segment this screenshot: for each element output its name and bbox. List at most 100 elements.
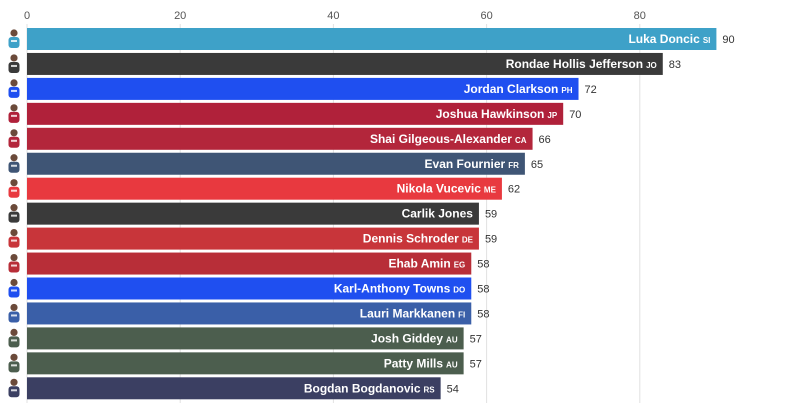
x-tick-label: 20	[174, 10, 186, 22]
bar-row: Bogdan Bogdanovic RS 54	[27, 377, 459, 400]
bar	[27, 177, 502, 200]
player-avatar-icon	[8, 204, 20, 223]
player-name: Ehab Amin	[388, 257, 450, 271]
player-name: Dennis Schroder	[363, 232, 459, 246]
player-name: Shai Gilgeous-Alexander	[370, 132, 512, 146]
bar-row: Luka Doncic SI 90	[27, 28, 735, 50]
bar-label: Rondae Hollis Jefferson JO	[506, 57, 657, 71]
player-avatar-icon	[8, 79, 20, 98]
x-tick-label: 0	[24, 10, 30, 22]
bar-value: 70	[569, 109, 581, 121]
bar-label: Dennis Schroder DE	[363, 232, 474, 246]
player-name: Patty Mills	[384, 356, 444, 370]
player-avatar-icon	[8, 129, 20, 148]
bar-value: 57	[470, 358, 482, 370]
player-avatar-icon	[8, 378, 20, 398]
bar-row: Karl-Anthony Towns DO 58	[27, 277, 490, 300]
bar-label: Karl-Anthony Towns DO	[334, 282, 465, 296]
bar	[27, 152, 525, 175]
bar	[27, 327, 464, 350]
bar	[27, 302, 472, 325]
bar-value: 58	[477, 308, 489, 320]
player-name: Karl-Anthony Towns	[334, 282, 451, 296]
bar-row: Jordan Clarkson PH 72	[27, 77, 597, 100]
player-avatar-icon	[8, 104, 20, 123]
bar-label: Luka Doncic SI	[628, 32, 710, 46]
bar	[27, 28, 717, 50]
player-avatar-icon	[8, 303, 20, 323]
bar-value: 90	[722, 34, 734, 46]
player-name: Luka Doncic	[628, 32, 700, 46]
country-code: CA	[515, 136, 527, 145]
bars: Luka Doncic SI 90 Rondae Hollis Jefferson JO…	[27, 28, 735, 400]
bar-label: Nikola Vucevic ME	[397, 182, 497, 196]
player-name: Lauri Markkanen	[360, 306, 455, 320]
bar-label: Bogdan Bogdanovic RS	[304, 381, 435, 395]
x-axis-ticks: 0 20 40 60 80	[24, 10, 646, 22]
bar-row: Rondae Hollis Jefferson JO 83	[27, 52, 681, 75]
country-code: PH	[561, 86, 572, 95]
country-code: AU	[446, 335, 458, 344]
bar-row: Joshua Hawkinson JP 70	[27, 102, 581, 125]
bar-row: Carlik Jones 59	[27, 202, 497, 225]
country-code: JP	[547, 111, 557, 120]
country-code: FR	[508, 161, 519, 170]
country-code: RS	[424, 385, 436, 394]
player-avatar-icon	[8, 29, 20, 48]
bar-value: 58	[477, 259, 489, 271]
country-code: AU	[446, 360, 458, 369]
bar-label: Ehab Amin EG	[388, 257, 465, 271]
bar-label: Shai Gilgeous-Alexander CA	[370, 132, 527, 146]
bar	[27, 127, 533, 150]
player-avatar-icon	[8, 154, 20, 173]
x-tick-label: 60	[480, 10, 492, 22]
player-name: Rondae Hollis Jefferson	[506, 57, 643, 71]
country-code: EG	[454, 261, 466, 270]
player-name: Nikola Vucevic	[397, 182, 482, 196]
player-name: Joshua Hawkinson	[436, 107, 545, 121]
bar-row: Dennis Schroder DE 59	[27, 227, 497, 250]
avatars	[8, 29, 20, 398]
player-avatar-icon	[8, 229, 20, 248]
bar	[27, 352, 464, 375]
bar-label: Joshua Hawkinson JP	[436, 107, 558, 121]
bar-row: Josh Giddey AU 57	[27, 327, 482, 350]
player-avatar-icon	[8, 54, 20, 73]
bar-row: Nikola Vucevic ME 62	[27, 177, 520, 200]
bar-value: 65	[531, 159, 543, 171]
bar-label: Patty Mills AU	[384, 356, 458, 370]
bar	[27, 252, 472, 275]
x-tick-label: 80	[634, 10, 646, 22]
bar	[27, 377, 441, 400]
player-avatar-icon	[8, 328, 20, 348]
bar	[27, 102, 564, 125]
player-avatar-icon	[8, 353, 20, 373]
bar-value: 59	[485, 209, 497, 221]
bar-value: 58	[477, 284, 489, 296]
country-code: DE	[462, 236, 474, 245]
player-name: Carlik Jones	[402, 207, 474, 221]
bar	[27, 52, 663, 75]
country-code: JO	[646, 61, 657, 70]
player-avatar-icon	[8, 253, 20, 273]
player-name: Bogdan Bogdanovic	[304, 381, 421, 395]
bar-value: 72	[585, 84, 597, 96]
bar-row: Ehab Amin EG 58	[27, 252, 490, 275]
player-name: Evan Fournier	[425, 157, 506, 171]
player-name: Josh Giddey	[371, 331, 443, 345]
bar-value: 59	[485, 234, 497, 246]
bar-label: Josh Giddey AU	[371, 331, 458, 345]
bar-row: Lauri Markkanen FI 58	[27, 302, 490, 325]
bar-value: 54	[447, 383, 459, 395]
player-avatar-icon	[8, 278, 20, 298]
bar-label: Jordan Clarkson PH	[464, 82, 573, 96]
bar-label: Carlik Jones	[402, 207, 474, 221]
country-code: ME	[484, 186, 497, 195]
bar	[27, 227, 479, 250]
bar	[27, 77, 579, 100]
x-tick-label: 40	[327, 10, 339, 22]
bar-row: Patty Mills AU 57	[27, 352, 482, 375]
bar-value: 66	[539, 134, 551, 146]
bar-value: 57	[470, 333, 482, 345]
